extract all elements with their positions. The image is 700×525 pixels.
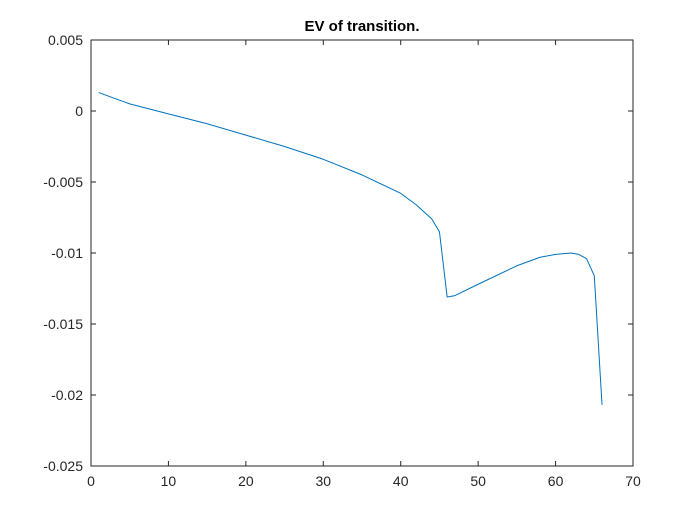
y-tick-label: -0.015 [43, 316, 83, 332]
y-tick-label: -0.01 [51, 245, 83, 261]
y-tick-label: -0.025 [43, 458, 83, 474]
x-tick-label: 60 [548, 473, 564, 489]
plot-area [91, 40, 633, 466]
series-layer [98, 92, 603, 405]
x-tick-label: 10 [161, 473, 177, 489]
x-tick-label: 50 [470, 473, 486, 489]
chart-title: EV of transition. [304, 18, 419, 35]
x-tick-label: 30 [315, 473, 331, 489]
x-tick-label: 70 [625, 473, 641, 489]
ticks-layer: 0 10 20 30 40 50 60 70 -0.025 -0.02 -0.015 -0.01 -0.… [43, 32, 641, 489]
y-tick-label: -0.005 [43, 174, 83, 190]
y-tick-label: -0.02 [51, 387, 83, 403]
x-tick-label: 20 [238, 473, 254, 489]
y-tick-label: 0 [75, 103, 83, 119]
x-tick-label: 40 [393, 473, 409, 489]
series-line-0 [98, 92, 603, 405]
x-tick-label: 0 [87, 473, 95, 489]
y-tick-label: 0.005 [48, 32, 83, 48]
